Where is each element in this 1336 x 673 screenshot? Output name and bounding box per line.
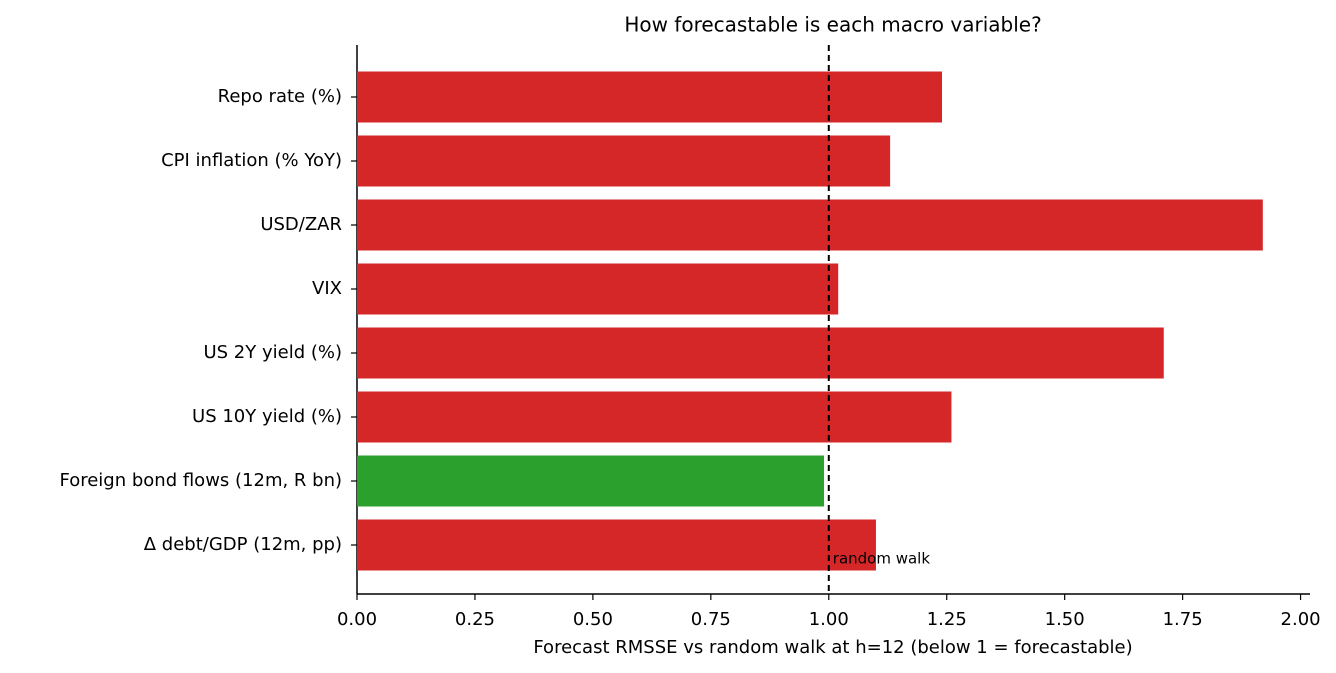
y-tick-label: Δ debt/GDP (12m, pp) [144, 534, 342, 555]
reference-label: random walk [833, 550, 931, 568]
x-tick-label: 0.75 [691, 609, 731, 630]
x-tick-label: 1.50 [1045, 609, 1085, 630]
x-tick-label: 2.00 [1281, 609, 1321, 630]
x-tick-label: 0.00 [337, 609, 377, 630]
bar [357, 327, 1164, 379]
bar [357, 391, 952, 443]
x-tick-label: 1.25 [927, 609, 967, 630]
y-tick-label: CPI inflation (% YoY) [161, 150, 342, 171]
bar [357, 519, 876, 571]
y-tick-label: USD/ZAR [260, 214, 342, 235]
bar [357, 135, 891, 187]
y-tick-label: US 10Y yield (%) [192, 406, 342, 427]
y-tick-label: VIX [312, 278, 342, 299]
bar [357, 71, 943, 123]
bar [357, 455, 825, 507]
y-tick-label: Repo rate (%) [218, 86, 342, 107]
x-tick-label: 1.75 [1163, 609, 1203, 630]
y-tick-label: US 2Y yield (%) [203, 342, 342, 363]
x-tick-label: 0.25 [455, 609, 495, 630]
x-tick-label: 1.00 [809, 609, 849, 630]
chart-title: How forecastable is each macro variable? [624, 13, 1041, 37]
bar [357, 199, 1263, 251]
x-axis-label: Forecast RMSSE vs random walk at h=12 (b… [533, 637, 1132, 658]
x-tick-label: 0.50 [573, 609, 613, 630]
y-tick-label: Foreign bond flows (12m, R bn) [59, 470, 342, 491]
bar [357, 263, 839, 315]
